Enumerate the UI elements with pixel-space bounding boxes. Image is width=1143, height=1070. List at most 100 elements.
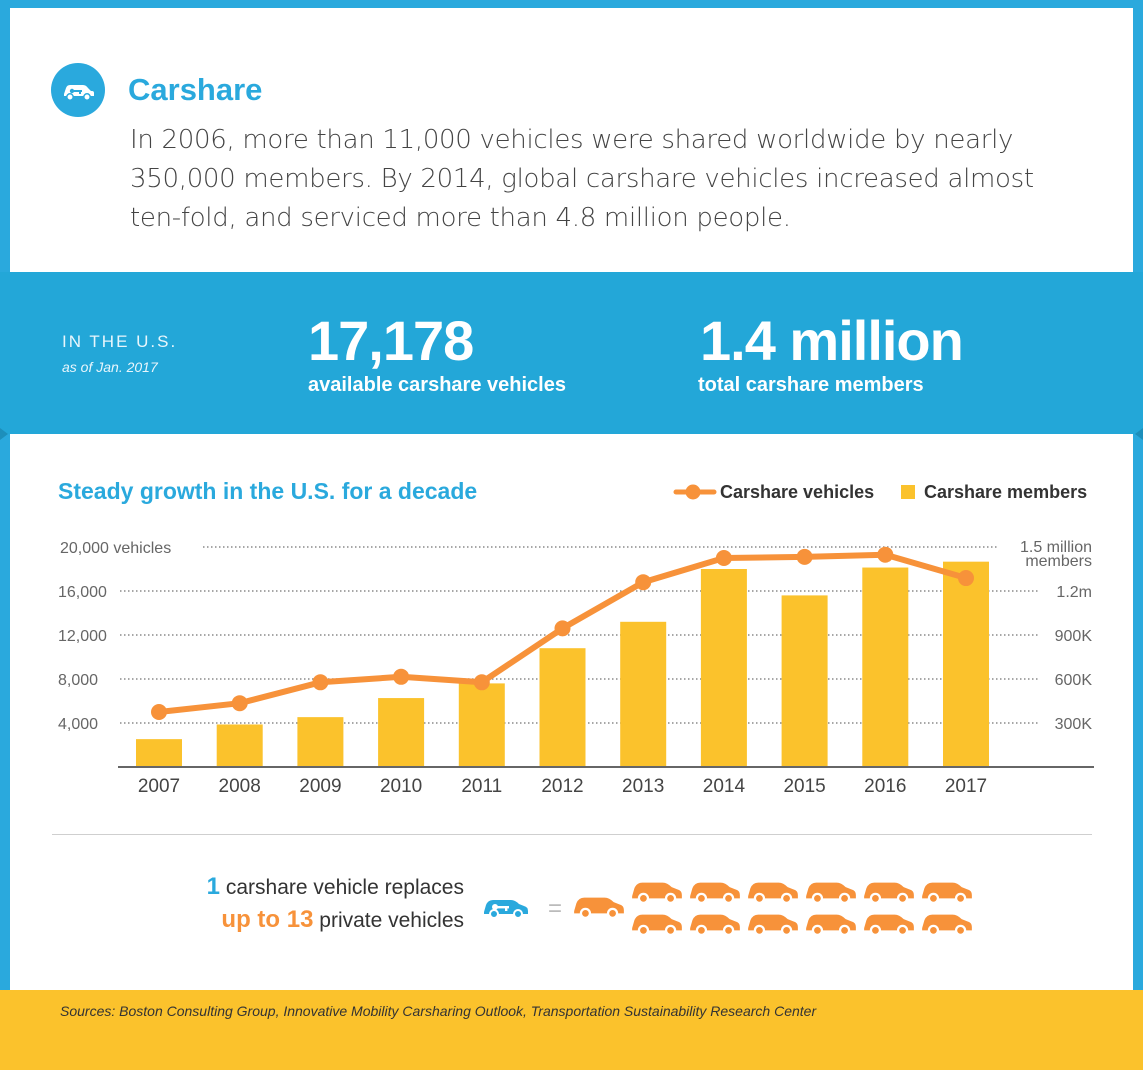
chart-title: Steady growth in the U.S. for a decade — [58, 478, 478, 504]
x-tick-label: 2016 — [864, 776, 906, 797]
x-tick-label: 2010 — [380, 776, 422, 797]
replacement-line-2: up to 13 private vehicles — [221, 906, 464, 934]
car-icon — [864, 882, 914, 904]
car-wheel — [811, 924, 824, 936]
right-tick-label: 900K — [1055, 628, 1093, 645]
replacement-line-1-text: carshare vehicle replaces — [225, 876, 464, 899]
point-vehicles-2015 — [796, 548, 813, 565]
car-wheel — [780, 924, 793, 936]
left-tick-label: 12,000 — [58, 628, 107, 645]
section-divider — [52, 834, 1092, 835]
car-key-icon — [484, 900, 528, 919]
frame-right — [1133, 0, 1143, 1070]
equals-sign: = — [548, 895, 562, 922]
replacement-shared-count: 1 — [206, 873, 221, 900]
car-wheel — [811, 892, 824, 904]
car-wheel — [927, 892, 940, 904]
x-tick-label: 2011 — [461, 776, 502, 797]
frame-left — [0, 0, 10, 1070]
replacement-private-count: up to 13 — [221, 906, 314, 933]
car-icon — [690, 914, 740, 936]
legend-vehicles-label: Carshare vehicles — [720, 482, 875, 502]
x-tick-label: 2012 — [541, 776, 583, 797]
x-tick-label: 2008 — [219, 776, 261, 797]
car-wheel — [664, 892, 677, 904]
car-icon — [922, 914, 972, 936]
car-wheel — [954, 892, 967, 904]
point-vehicles-2010 — [393, 668, 410, 685]
car-icon — [632, 914, 682, 936]
car-wheel — [869, 892, 882, 904]
stats-band — [0, 272, 1143, 434]
car-wheel — [869, 924, 882, 936]
car-wheel — [489, 909, 499, 919]
legend-members-label: Carshare members — [924, 482, 1088, 502]
x-tick-label: 2014 — [703, 776, 746, 797]
x-tick-label: 2013 — [622, 776, 664, 797]
car-wheel — [927, 924, 940, 936]
point-vehicles-2013 — [635, 574, 652, 591]
point-vehicles-2007 — [151, 704, 167, 720]
right-tick-label: 1.5 million — [1020, 539, 1092, 556]
car-icon — [748, 914, 798, 936]
bar-members-2013 — [620, 621, 667, 767]
car-wheel — [579, 907, 592, 919]
replacement-line-2-text: private vehicles — [319, 909, 464, 932]
right-tick-label: 600K — [1055, 672, 1093, 689]
sources-band — [0, 990, 1143, 1070]
members-caption: total carshare members — [698, 374, 924, 396]
point-vehicles-2011 — [473, 674, 490, 691]
carshare-icon — [51, 63, 105, 117]
car-wheel — [606, 907, 619, 919]
left-tick-label: 16,000 — [58, 584, 107, 601]
stats-date-label: as of Jan. 2017 — [62, 359, 158, 375]
stats-region-label: IN THE U.S. — [62, 332, 178, 351]
bar-members-2009 — [297, 717, 344, 767]
bar-members-2012 — [539, 648, 586, 767]
right-axis-unit-label: members — [1025, 553, 1092, 570]
car-wheel — [838, 892, 851, 904]
car-wheel — [896, 892, 909, 904]
car-wheel — [695, 924, 708, 936]
left-tick-label: 20,000 vehicles — [60, 540, 171, 557]
legend-members-swatch — [901, 485, 915, 499]
bar-members-2017 — [943, 561, 989, 767]
point-vehicles-2008 — [231, 695, 248, 712]
right-tick-label: 300K — [1055, 716, 1093, 733]
car-icon — [922, 882, 972, 904]
car-icon — [806, 914, 856, 936]
key-shaft — [497, 906, 509, 909]
car-wheel — [664, 924, 677, 936]
vehicles-count: 17,178 — [308, 309, 474, 372]
bar-members-2015 — [781, 595, 828, 767]
frame-top — [0, 0, 1143, 8]
bar-members-2007 — [136, 739, 182, 767]
car-wheel — [753, 924, 766, 936]
car-icon — [748, 882, 798, 904]
bar-members-2008 — [216, 724, 263, 767]
right-tick-label: 1.2m — [1056, 584, 1092, 601]
point-vehicles-2009 — [312, 674, 329, 691]
x-tick-label: 2015 — [783, 776, 825, 797]
bar-members-2011 — [458, 683, 505, 767]
car-wheel — [722, 924, 735, 936]
point-vehicles-2012 — [554, 620, 571, 637]
car-wheel — [896, 924, 909, 936]
left-tick-label: 8,000 — [58, 672, 98, 689]
band-notch-left — [0, 428, 8, 440]
band-notch-right — [1135, 428, 1143, 440]
point-vehicles-2014 — [715, 550, 732, 566]
key-tooth — [505, 908, 508, 911]
car-wheel — [637, 892, 650, 904]
car-wheel — [637, 924, 650, 936]
left-tick-label: 4,000 — [58, 716, 98, 733]
legend-vehicles-marker — [685, 484, 701, 500]
car-wheel — [695, 892, 708, 904]
car-icon — [690, 882, 740, 904]
x-tick-label: 2017 — [945, 776, 987, 797]
car-wheel — [780, 892, 793, 904]
members-count: 1.4 million — [700, 309, 964, 372]
car-icon — [864, 914, 914, 936]
